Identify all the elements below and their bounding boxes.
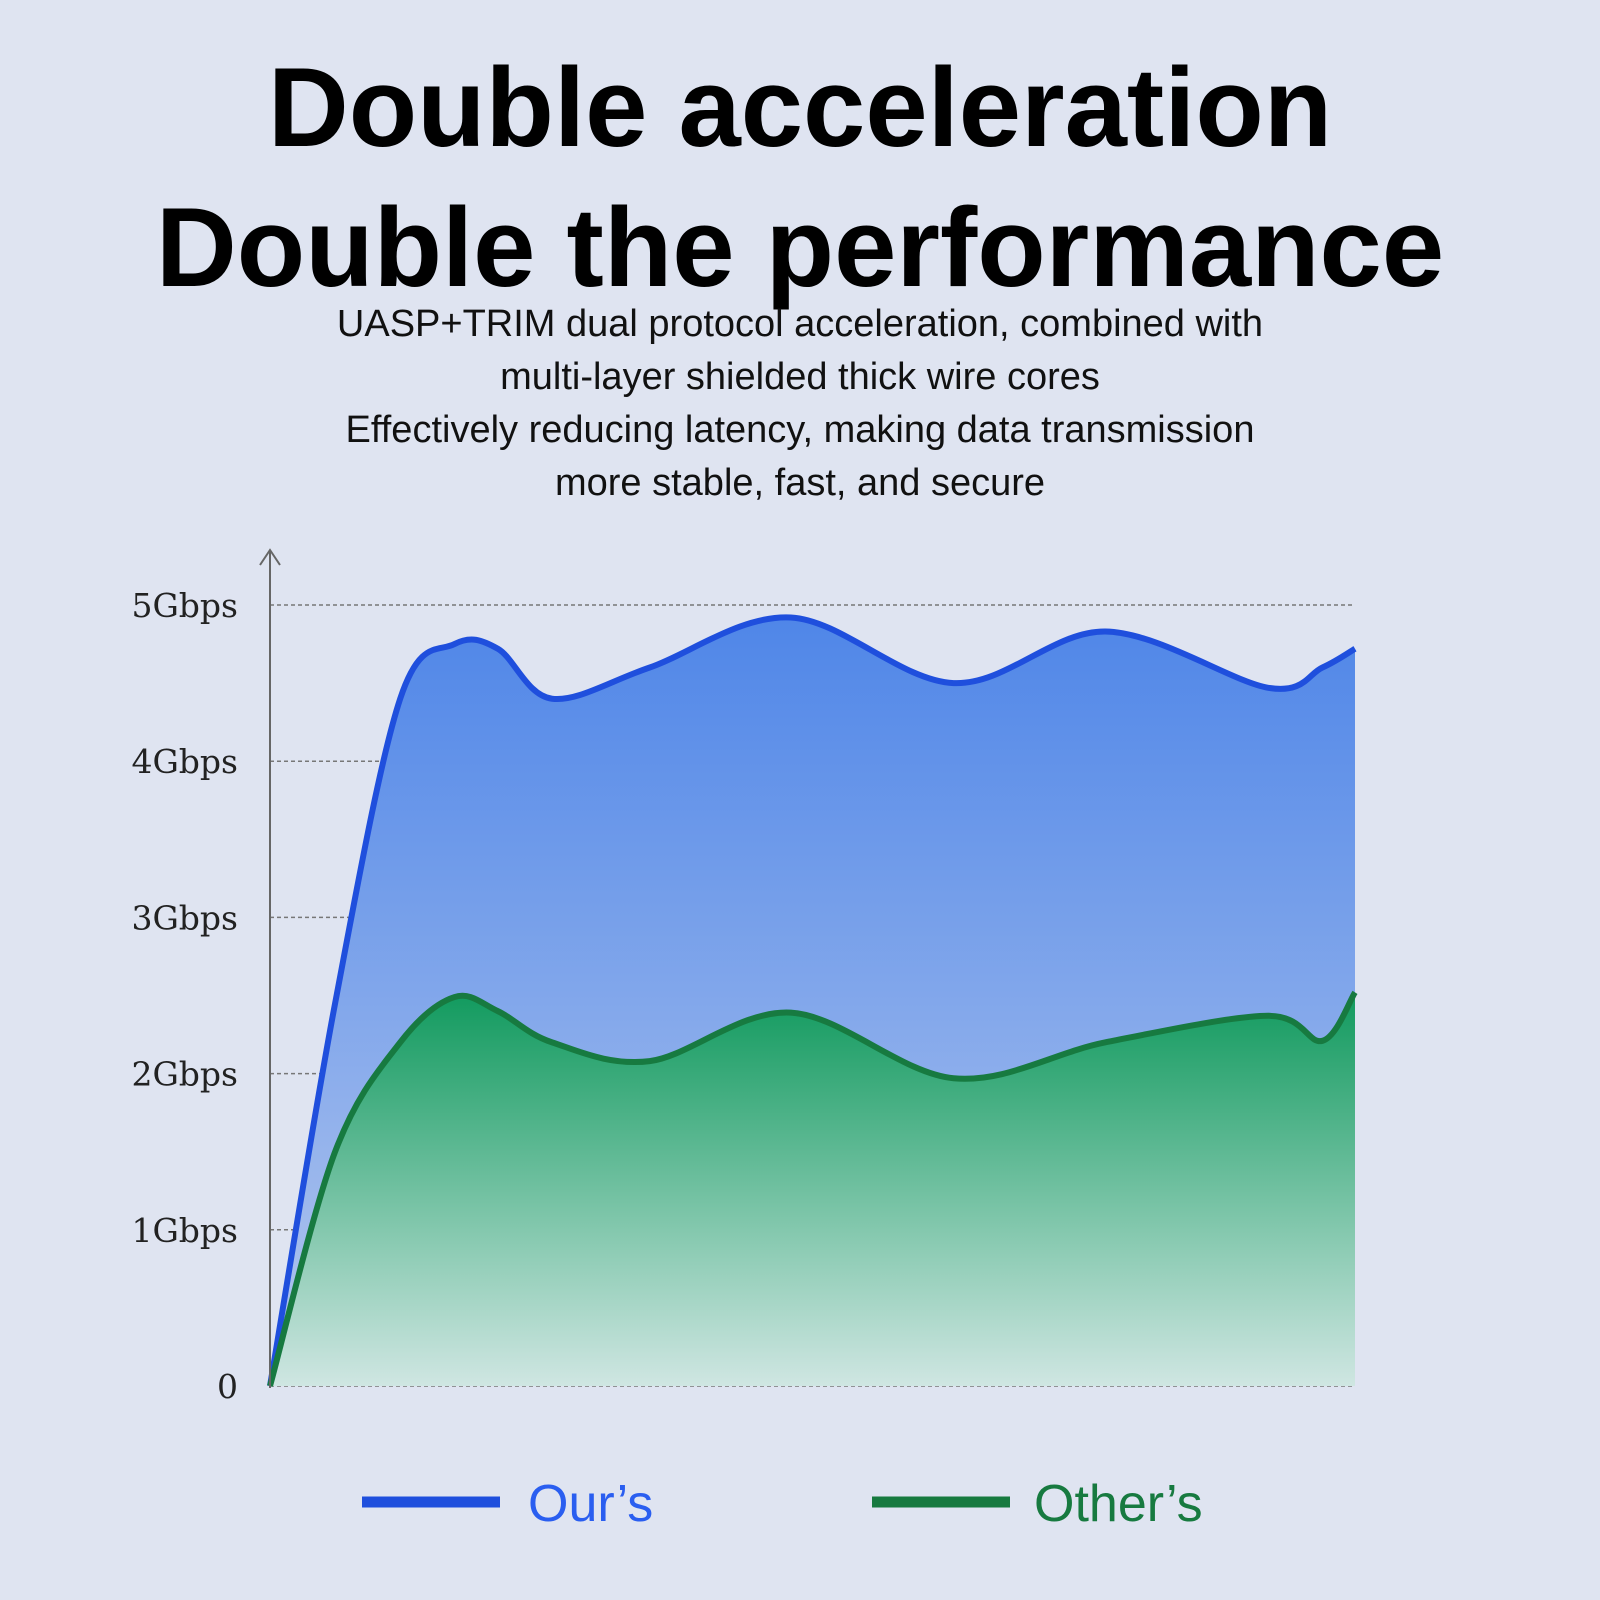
y-tick-label: 1Gbps <box>131 1211 238 1250</box>
y-tick-label: 5Gbps <box>131 586 238 625</box>
line-others <box>267 990 1358 1387</box>
title-line-1: Double acceleration <box>267 45 1333 170</box>
area-others <box>270 992 1355 1386</box>
title-line-2: Double the performance <box>155 185 1445 310</box>
y-tick-label: 3Gbps <box>131 898 238 937</box>
subtitle-line-3: Effectively reducing latency, making dat… <box>345 409 1255 451</box>
y-tick-label: 2Gbps <box>131 1055 238 1094</box>
subtitle-line-2: multi-layer shielded thick wire cores <box>500 356 1100 398</box>
legend-label-ours: Our’s <box>528 1475 653 1533</box>
line-ours <box>267 614 1357 1387</box>
subtitle-line-4: more stable, fast, and secure <box>554 462 1046 504</box>
legend-label-others: Other’s <box>1034 1475 1203 1533</box>
subtitle-line-1: UASP+TRIM dual protocol acceleration, co… <box>336 303 1264 345</box>
y-tick-label: 0 <box>217 1367 238 1406</box>
y-tick-label: 4Gbps <box>131 742 238 781</box>
y-axis-arrow-icon <box>259 548 281 566</box>
